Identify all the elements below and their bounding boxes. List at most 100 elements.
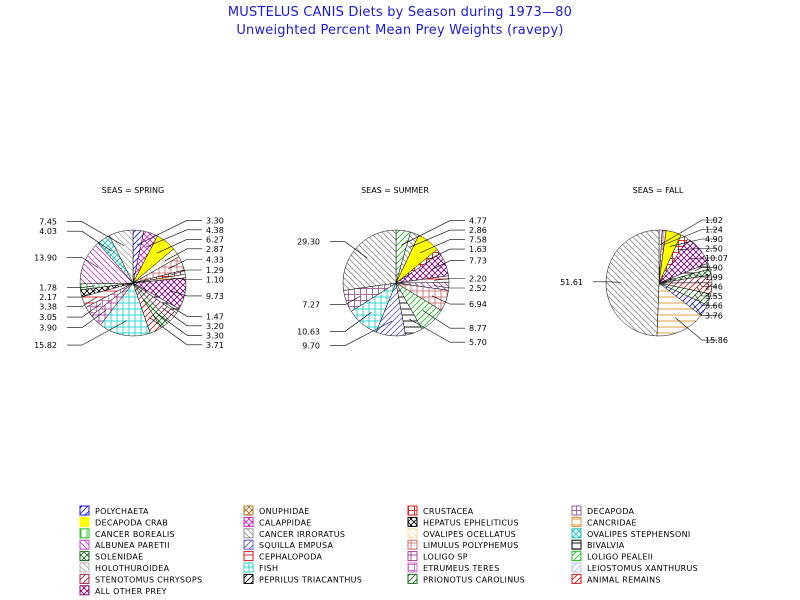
legend-item-leiostomus-xanthurus: LEIOSTOMUS XANTHURUS <box>571 562 698 573</box>
slice-value-label: 15.82 <box>34 341 57 350</box>
legend-item-etrumeus-teres: ETRUMEUS TERES <box>407 562 499 573</box>
leader-line <box>170 277 202 280</box>
slice-value-label: 3.71 <box>206 341 224 350</box>
pie-seas-fall: SEAS = FALL 1.021.244.902.5010.071.901.99… <box>560 186 728 345</box>
slice-value-label: 4.90 <box>705 235 723 244</box>
legend-label: STENOTOMUS CHRYSOPS <box>95 575 202 584</box>
slice-value-label: 1.47 <box>206 312 224 321</box>
legend-swatch <box>243 539 254 550</box>
leader-line <box>330 295 361 306</box>
legend-swatch <box>243 528 254 539</box>
slice-value-label: 7.45 <box>39 218 57 227</box>
legend-swatch <box>407 528 418 539</box>
legend-swatch <box>79 585 90 596</box>
slice-value-label: 3.55 <box>705 292 723 301</box>
legend-swatch <box>571 551 582 562</box>
legend-label: CRUSTACEA <box>423 507 474 516</box>
legend-swatch <box>571 539 582 550</box>
legend-swatch <box>571 528 582 539</box>
leader-line <box>677 248 717 250</box>
leader-line <box>330 320 393 347</box>
leader-line <box>67 296 98 307</box>
legend-item-onuphidae: ONUPHIDAE <box>243 505 310 516</box>
legend-item-ovalipes-ocellatus: OVALIPES OCELLATUS <box>407 528 516 539</box>
leader-line <box>422 310 465 329</box>
legend-label: CANCRIDAE <box>587 518 637 527</box>
slice-value-label: 7.73 <box>469 257 487 266</box>
slice-value-label: 6.94 <box>469 300 487 309</box>
legend-swatch <box>571 573 582 584</box>
slice-value-label: 3.20 <box>206 322 224 331</box>
slice-value-label: 3.66 <box>705 302 723 311</box>
slice-value-label: 3.30 <box>206 216 224 225</box>
leader-line <box>426 248 465 261</box>
legend-swatch <box>407 551 418 562</box>
legend-label: ALL OTHER PREY <box>95 587 167 596</box>
leader-line <box>67 230 112 252</box>
leader-line <box>669 238 717 247</box>
pie-seas-summer: SEAS = SUMMER 4.772.867.581.63 7.73 2.202.5… <box>297 186 487 351</box>
slice-value-label: 3.38 <box>39 303 57 312</box>
legend-item-prionotus-carolinus: PRIONOTUS CAROLINUS <box>407 573 525 584</box>
legend-swatch <box>571 505 582 516</box>
legend-item-cephalopoda: CEPHALOPODA <box>243 551 322 562</box>
legend-item-holothuroidea: HOLOTHUROIDEA <box>79 562 170 573</box>
slice-value-label: 9.73 <box>206 292 224 301</box>
leader-line <box>431 295 465 305</box>
legend-label: ONUPHIDAE <box>259 507 310 516</box>
slice-value-label: 1.63 <box>469 245 487 254</box>
legend-swatch <box>243 573 254 584</box>
legend-item-crustacea: CRUSTACEA <box>407 505 474 516</box>
slice-value-label: 2.52 <box>469 284 487 293</box>
pie-title: SEAS = FALL <box>633 186 684 195</box>
legend-swatch <box>79 573 90 584</box>
leader-line <box>691 302 717 316</box>
legend-label: HOLOTHUROIDEA <box>95 564 170 573</box>
legend: POLYCHAETA ONUPHIDAE CRUSTACEA DECAPODA DECA… <box>79 505 698 596</box>
legend-label: OVALIPES STEPHENSONI <box>587 530 691 539</box>
legend-label: DECAPODA <box>587 507 635 516</box>
legend-item-solenidae: SOLENIDAE <box>79 551 143 562</box>
slice-value-label: 1.90 <box>705 264 723 273</box>
slice-value-label: 1.99 <box>705 273 723 282</box>
leader-line <box>330 241 368 259</box>
legend-item-polychaeta: POLYCHAETA <box>79 505 149 516</box>
legend-swatch <box>407 562 418 573</box>
legend-item-calappidae: CALAPPIDAE <box>243 516 311 527</box>
legend-swatch <box>407 539 418 550</box>
legend-swatch <box>79 528 90 539</box>
legend-item-decapoda-crab: DECAPODA CRAB <box>79 516 168 527</box>
pie-slice-cancridae <box>656 282 702 337</box>
slice-value-label: 1.78 <box>39 284 57 293</box>
slice-value-label: 1.02 <box>705 216 723 225</box>
leader-line <box>593 281 621 283</box>
slice-value-label: 2.87 <box>206 245 224 254</box>
leader-line <box>67 303 102 318</box>
legend-item-bivalvia: BIVALVIA <box>571 539 624 550</box>
legend-swatch <box>79 505 90 516</box>
leader-line <box>170 290 202 297</box>
legend-item-limulus-polyphemus: LIMULUS POLYPHEMUS <box>407 539 519 550</box>
legend-swatch <box>407 516 418 527</box>
leader-line <box>675 317 717 341</box>
leader-line <box>694 267 717 271</box>
legend-swatch <box>243 551 254 562</box>
pie-slice-cancer-irroratus <box>342 229 397 291</box>
leader-line <box>67 257 99 268</box>
slice-value-label: 6.27 <box>206 235 224 244</box>
leader-line <box>401 220 465 246</box>
slice-value-label: 2.46 <box>705 283 723 292</box>
slice-value-label: 1.29 <box>206 266 224 275</box>
leader-line <box>170 269 202 276</box>
legend-label: PRIONOTUS CAROLINUS <box>423 575 525 584</box>
leader-line <box>161 307 202 327</box>
legend-label: POLYCHAETA <box>95 507 149 516</box>
chart-title: MUSTELUS CANIS Diets by Season during 19… <box>227 5 573 20</box>
leader-line <box>168 259 202 269</box>
legend-item-all-other-prey: ALL OTHER PREY <box>79 585 167 596</box>
pie-slice-holothuroidea <box>108 229 134 284</box>
pie-slice-fish <box>100 282 151 337</box>
legend-label: LIMULUS POLYPHEMUS <box>423 541 519 550</box>
slice-value-label: 8.77 <box>469 324 487 333</box>
legend-label: ANIMAL REMAINS <box>587 575 661 584</box>
